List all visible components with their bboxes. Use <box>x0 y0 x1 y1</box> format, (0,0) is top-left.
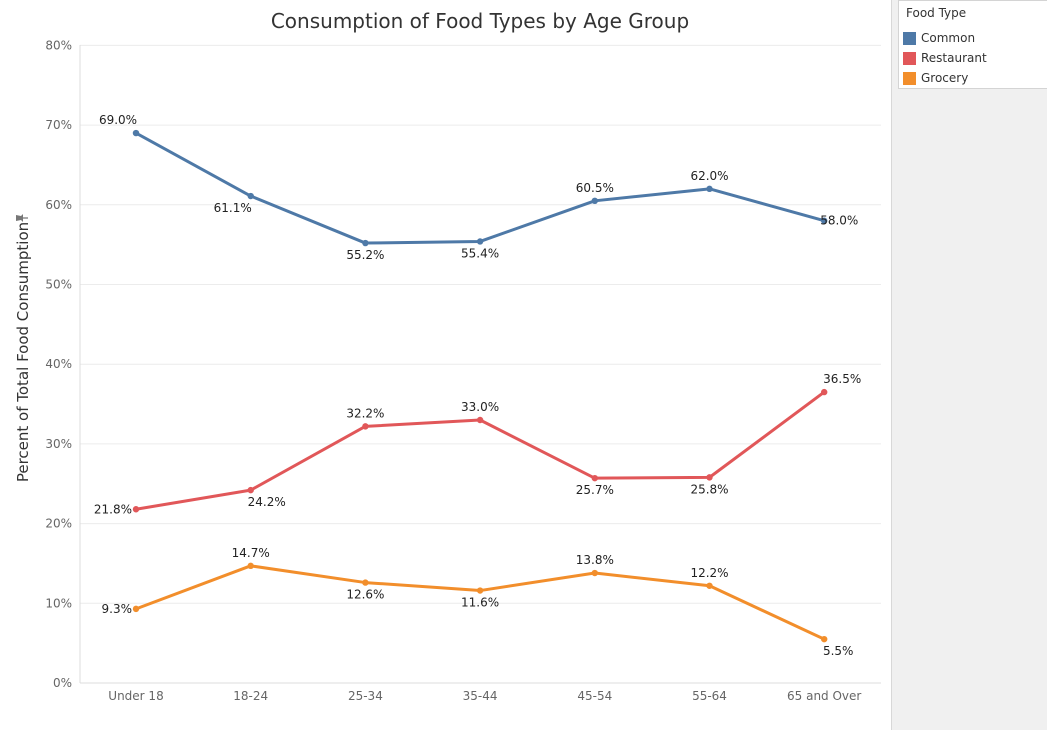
data-label-grocery: 13.8% <box>576 553 614 567</box>
data-point-grocery[interactable] <box>591 569 598 577</box>
legend: Food Type Common Restaurant Grocery <box>898 0 1047 89</box>
data-point-grocery[interactable] <box>132 605 140 613</box>
data-label-common: 62.0% <box>690 169 728 183</box>
chart-title: Consumption of Food Types by Age Group <box>270 9 690 33</box>
data-point-restaurant[interactable] <box>362 423 369 430</box>
data-label-common: 55.2% <box>346 248 384 262</box>
x-tick-label: 25-34 <box>348 689 383 703</box>
x-tick-label: 45-54 <box>577 689 612 703</box>
data-label-restaurant: 21.8% <box>94 502 132 516</box>
y-tick-label: 0% <box>53 676 72 690</box>
y-tick-label: 70% <box>45 118 72 132</box>
y-tick-label: 80% <box>45 38 72 52</box>
data-label-grocery: 12.6% <box>346 588 384 602</box>
data-label-common: 61.1% <box>214 201 252 215</box>
data-point-grocery[interactable] <box>821 635 828 643</box>
data-point-common[interactable] <box>247 192 254 200</box>
data-point-grocery[interactable] <box>706 582 713 589</box>
y-tick-label: 20% <box>45 517 72 531</box>
x-tick-label: 65 and Over <box>787 689 861 703</box>
data-point-common[interactable] <box>591 197 598 205</box>
legend-item-restaurant[interactable]: Restaurant <box>903 50 987 66</box>
x-tick-label: 35-44 <box>463 689 498 703</box>
data-point-restaurant[interactable] <box>476 416 484 424</box>
x-tick-label: Under 18 <box>108 689 163 703</box>
data-label-grocery: 5.5% <box>823 644 854 658</box>
data-point-grocery[interactable] <box>476 587 484 594</box>
gridlines <box>80 44 881 604</box>
legend-swatch-common <box>903 31 916 45</box>
data-label-restaurant: 32.2% <box>346 406 384 420</box>
data-label-restaurant: 36.5% <box>823 372 861 386</box>
legend-label-common: Common <box>921 31 976 45</box>
data-label-common: 60.5% <box>576 181 614 195</box>
data-point-restaurant[interactable] <box>591 474 598 482</box>
data-label-common: 55.4% <box>461 246 499 260</box>
x-tick-label: 18-24 <box>233 689 268 703</box>
legend-item-common[interactable]: Common <box>903 30 975 46</box>
data-point-common[interactable] <box>132 129 140 137</box>
data-point-common[interactable] <box>706 185 713 193</box>
side-panel <box>891 0 1047 730</box>
data-label-common: 58.0% <box>820 214 858 228</box>
data-label-grocery: 11.6% <box>461 596 499 610</box>
data-label-restaurant: 25.7% <box>576 483 614 497</box>
data-point-common[interactable] <box>476 238 484 245</box>
data-point-restaurant[interactable] <box>247 486 254 494</box>
y-tick-label: 50% <box>45 278 72 292</box>
data-point-grocery[interactable] <box>247 562 254 570</box>
legend-swatch-restaurant <box>903 51 916 65</box>
data-label-common: 69.0% <box>99 113 137 127</box>
data-point-restaurant[interactable] <box>821 388 828 396</box>
legend-item-grocery[interactable]: Grocery <box>903 70 968 86</box>
legend-swatch-grocery <box>903 71 916 85</box>
data-point-restaurant[interactable] <box>132 506 140 513</box>
y-tick-label: 10% <box>45 596 72 610</box>
y-tick-label: 60% <box>45 198 72 212</box>
pin-icon[interactable] <box>15 211 29 225</box>
data-label-grocery: 9.3% <box>102 602 133 616</box>
data-label-grocery: 12.2% <box>690 566 728 580</box>
data-label-restaurant: 33.0% <box>461 400 499 414</box>
y-tick-label: 40% <box>45 357 72 371</box>
data-point-common[interactable] <box>362 239 369 247</box>
data-label-restaurant: 24.2% <box>248 495 286 509</box>
y-tick-label: 30% <box>45 437 72 451</box>
plot-area: 0% 10% 20% 30% 40% 50% 60% 70% 80% Under 18 18-24 2… <box>45 38 881 703</box>
data-point-common[interactable] <box>821 217 828 224</box>
data-label-restaurant: 25.8% <box>690 482 728 496</box>
series-lines <box>132 129 828 643</box>
legend-label-restaurant: Restaurant <box>921 51 987 65</box>
axes: 0% 10% 20% 30% 40% 50% 60% 70% 80% Under 18 18-24 2… <box>45 38 881 703</box>
series-line-common[interactable] <box>134 131 826 245</box>
data-label-grocery: 14.7% <box>232 546 270 560</box>
x-tick-label: 55-64 <box>692 689 727 703</box>
data-point-restaurant[interactable] <box>706 474 713 481</box>
legend-label-grocery: Grocery <box>921 71 969 85</box>
legend-title: Food Type <box>906 6 967 20</box>
data-point-grocery[interactable] <box>362 579 369 586</box>
data-labels: 69.0% 61.1% 55.2% 55.4% 60.5% 62.0% 58.0% 21.8%… <box>94 113 861 658</box>
